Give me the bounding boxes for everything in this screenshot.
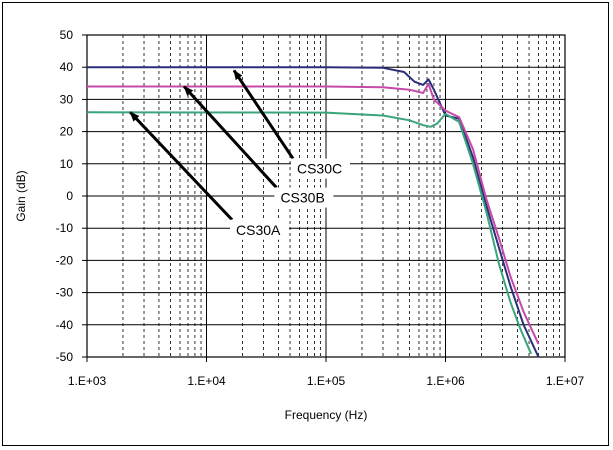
y-tick-label: -50 <box>56 350 74 364</box>
annotation-arrow <box>129 111 234 221</box>
annotation-label: CS30B <box>280 190 324 206</box>
x-axis-label: Frequency (Hz) <box>285 408 368 422</box>
series-line-cs30c <box>87 66 540 358</box>
annotations: CS30C CS30B CS30A <box>129 69 350 240</box>
y-axis-label: Gain (dB) <box>14 170 28 221</box>
y-tick-label: 30 <box>60 92 74 106</box>
x-tick-label: 1.E+07 <box>546 374 585 388</box>
series-lines <box>86 66 540 358</box>
x-tick-label: 1.E+06 <box>426 374 465 388</box>
y-tick-label: -40 <box>56 318 74 332</box>
annotation-arrow <box>232 69 295 160</box>
annotation-label: CS30C <box>297 161 342 177</box>
x-tick-label: 1.E+05 <box>307 374 346 388</box>
chart-frame: 50 40 30 20 10 0 -10 -20 -30 -40 -50 1.E+03 1.E+04 1… <box>2 2 609 446</box>
annotation-box <box>290 158 350 179</box>
annotation-box <box>230 219 290 240</box>
y-tick-label: 40 <box>60 60 74 74</box>
series-line-cs30a <box>86 111 533 355</box>
y-tick-label: 0 <box>66 189 73 203</box>
annotation-arrow <box>183 85 278 189</box>
y-tick-label: 20 <box>60 125 74 139</box>
y-tick-label: 50 <box>60 28 74 42</box>
x-tick-labels: 1.E+03 1.E+04 1.E+05 1.E+06 1.E+07 <box>68 357 585 388</box>
y-tick-label: -10 <box>56 221 74 235</box>
y-tick-label: -20 <box>56 253 74 267</box>
annotation-label: CS30A <box>236 222 281 238</box>
x-tick-label: 1.E+04 <box>187 374 226 388</box>
y-tick-labels: 50 40 30 20 10 0 -10 -20 -30 -40 -50 <box>56 28 87 364</box>
series-line-cs30b <box>87 82 540 345</box>
x-tick-label: 1.E+03 <box>68 374 107 388</box>
y-tick-label: -30 <box>56 286 74 300</box>
y-tick-label: 10 <box>60 157 74 171</box>
annotation-box <box>274 187 334 208</box>
